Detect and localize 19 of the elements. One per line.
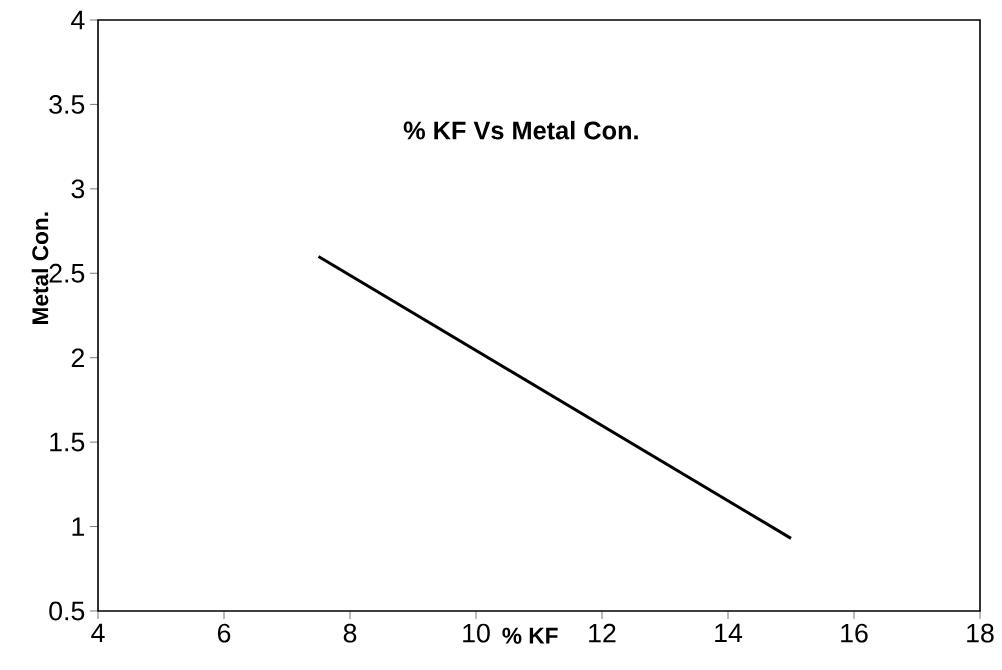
x-tick-label: 12 — [589, 623, 616, 643]
x-tick-label: 10 — [463, 623, 490, 643]
x-tick-label: 6 — [217, 623, 231, 643]
y-tick-label: 1 — [72, 517, 84, 536]
x-tick-label: 16 — [841, 623, 868, 643]
x-tick-label: 14 — [715, 623, 743, 643]
x-tick-label: 4 — [91, 623, 105, 643]
y-tick-label: 3.5 — [49, 94, 85, 114]
y-tick-label: 1.5 — [50, 432, 85, 452]
y-tick-label: 4 — [71, 10, 85, 30]
x-tick-label: 8 — [343, 623, 357, 643]
y-tick-label: 0.5 — [49, 601, 85, 621]
y-tick-label: 2.5 — [49, 263, 85, 283]
text: % KF Vs Metal Con. — [403, 120, 638, 140]
y-axis-title: Metal Con. — [31, 212, 49, 324]
x-tick-label: 18 — [967, 623, 994, 643]
y-tick-label: 3 — [71, 179, 85, 199]
y-tick-label: 2 — [71, 348, 84, 368]
x-axis-title: % KF — [502, 627, 558, 644]
